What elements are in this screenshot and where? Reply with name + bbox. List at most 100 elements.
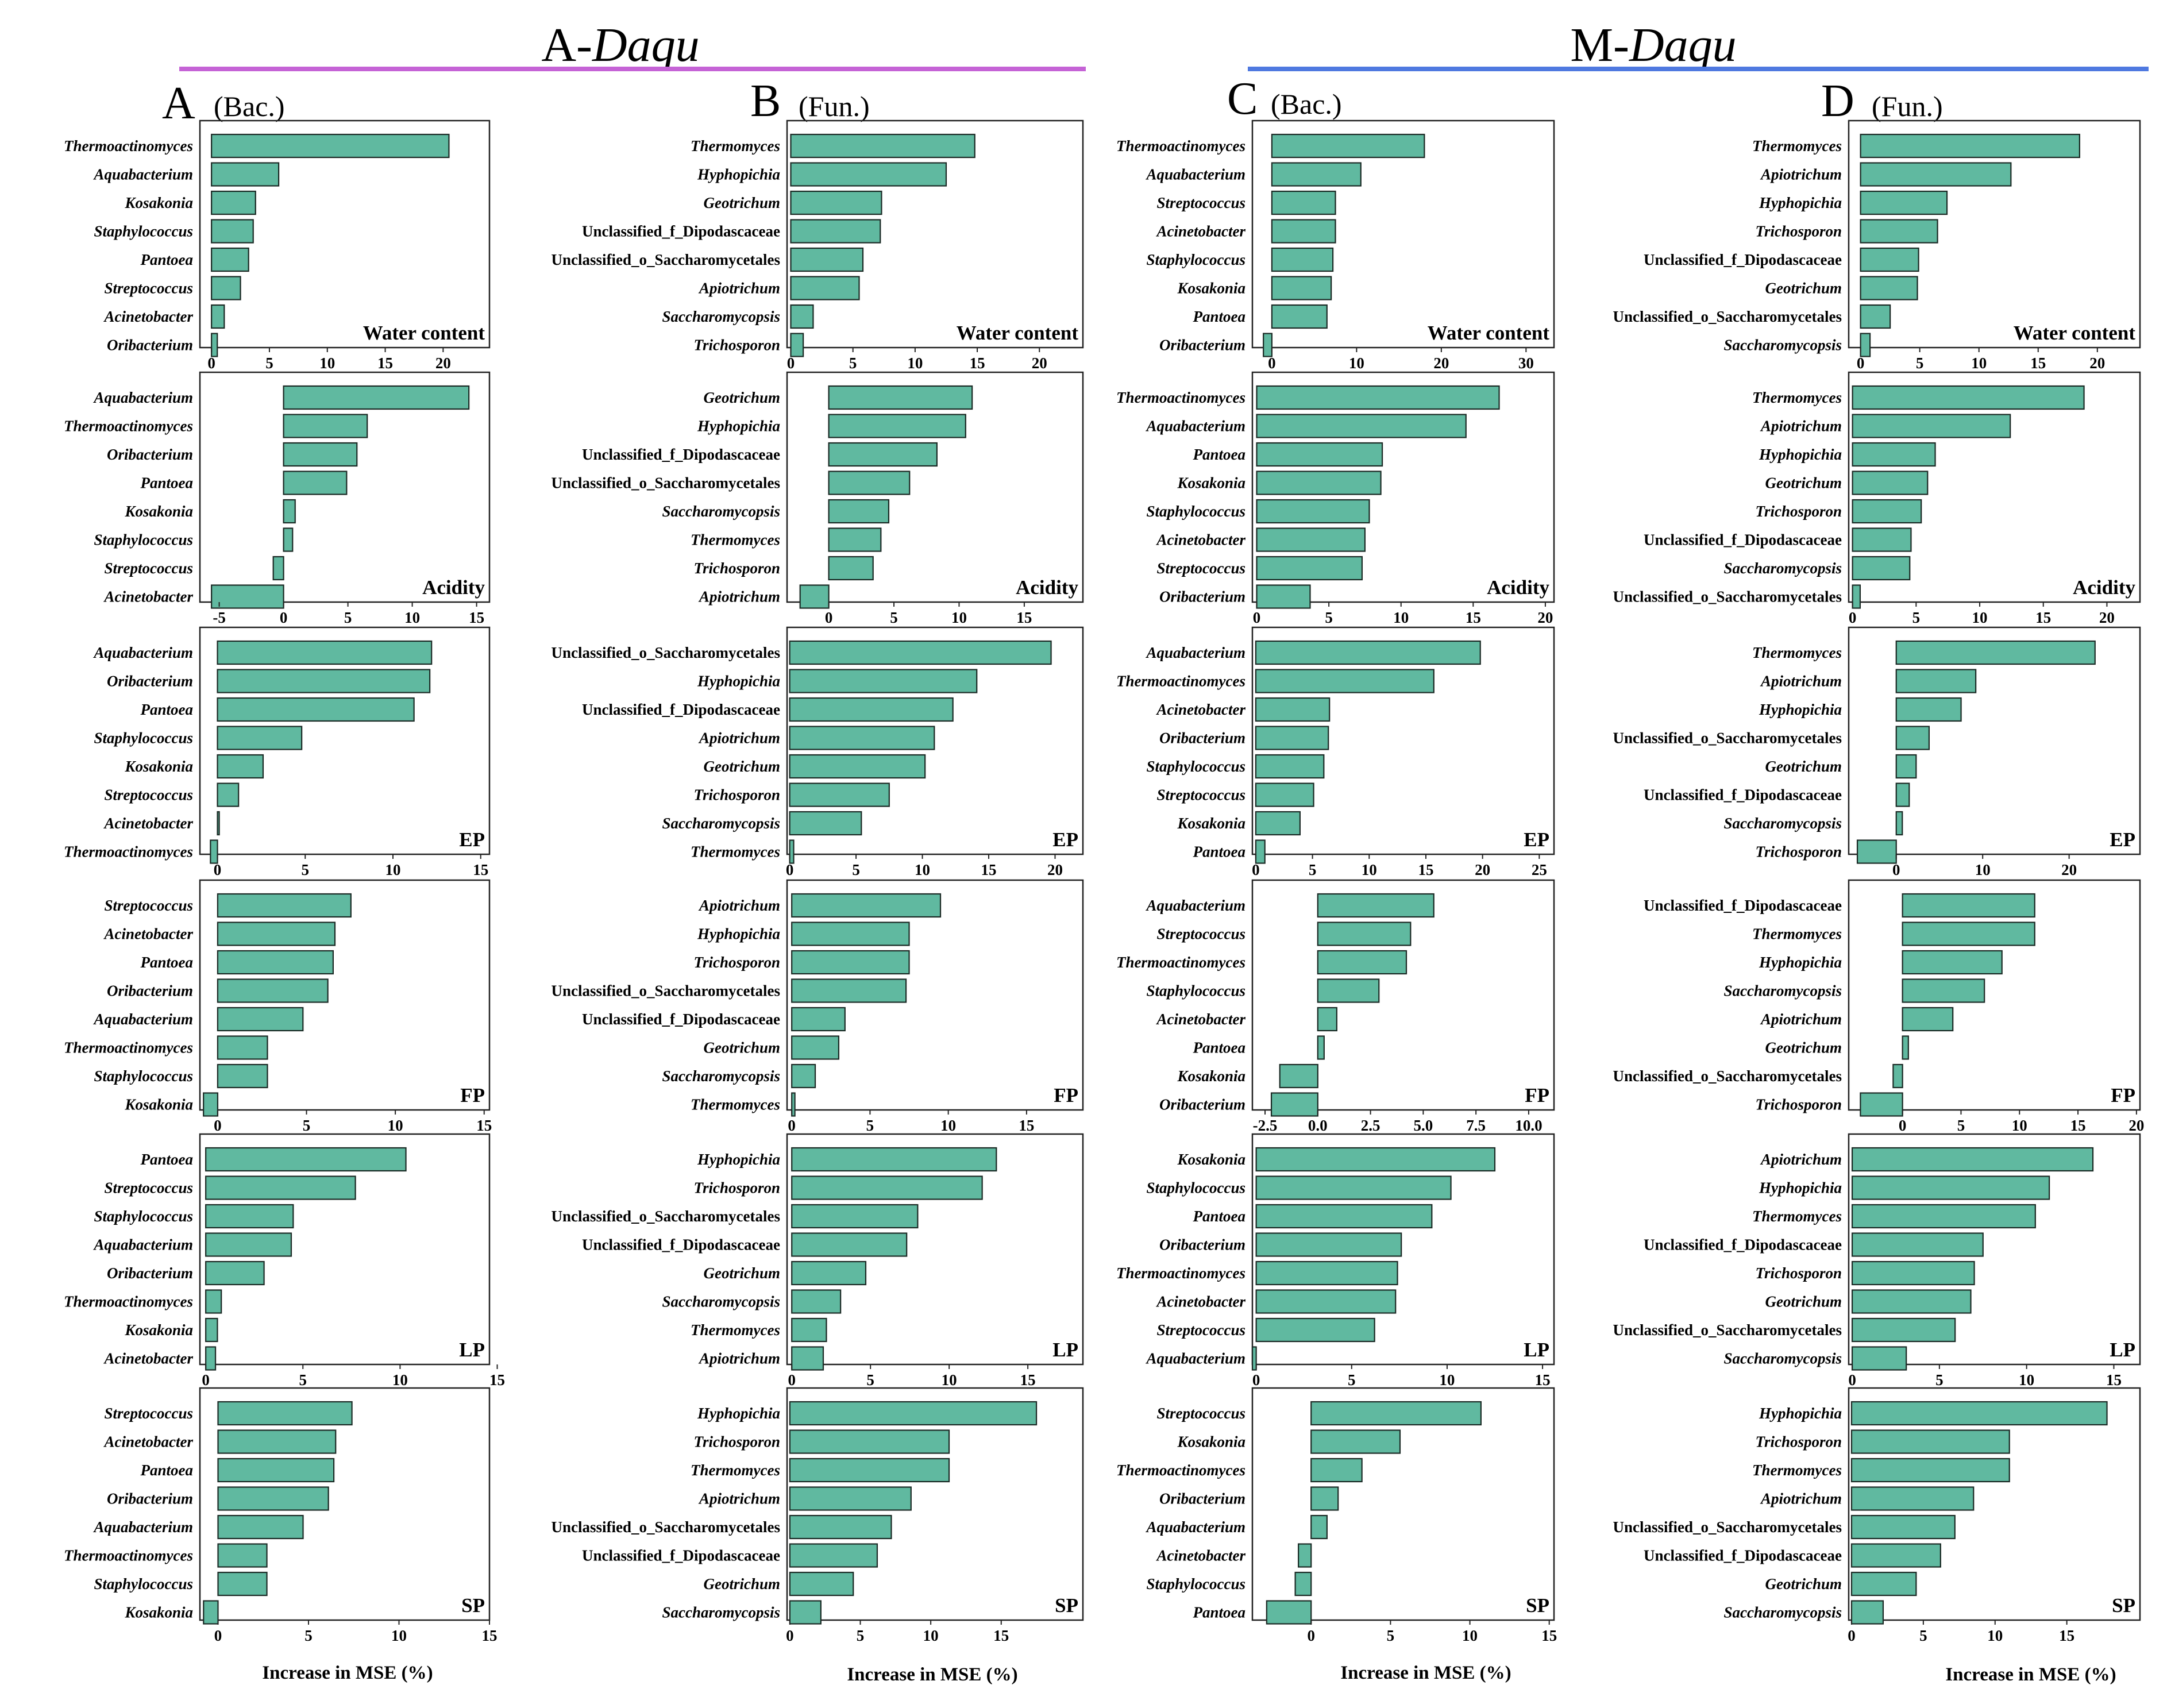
x-tick-label: 10 [951, 609, 967, 626]
x-tick-label: 20 [1433, 354, 1449, 372]
x-tick-label: 10 [1987, 1627, 2003, 1644]
bar-pantoea [1256, 442, 1383, 467]
bar-apiotrichum [1851, 1147, 2094, 1172]
category-label: Kosakonia [124, 503, 193, 520]
x-tick-label: 0.0 [1308, 1117, 1328, 1134]
x-tick-label: 0 [1848, 1627, 1856, 1644]
panel-label: Acidity [2073, 576, 2135, 599]
x-tick-label: 5 [1348, 1371, 1356, 1389]
category-label: Acinetobacter [103, 308, 194, 325]
panels: ThermoactinomycesAquabacteriumKosakoniaS… [64, 119, 2144, 1644]
x-tick-label: 5 [1325, 609, 1333, 626]
x-tick-label: 15 [1020, 1371, 1036, 1389]
x-tick-label: 15 [377, 354, 393, 372]
panel-label: Acidity [422, 576, 485, 599]
bar-unclassified-f-dipodascaceae [791, 1232, 908, 1257]
category-label: Unclassified_f_Dipodascaceae [582, 223, 780, 240]
bar-kosakonia [203, 1600, 219, 1625]
bar-hyphopichia [790, 162, 947, 187]
bar-hyphopichia [1895, 697, 1962, 722]
bar-trichosporon [1851, 1260, 1975, 1286]
bar-streptococcus [211, 276, 241, 300]
category-label: Hyphopichia [697, 1405, 780, 1422]
bar-geotrichum [789, 754, 926, 779]
category-label: Pantoea [140, 251, 194, 268]
category-label: Trichosporon [693, 1179, 780, 1197]
bar-staphylococcus [1255, 754, 1325, 779]
bar-thermoactinomyces [1317, 950, 1408, 975]
x-tick-label: 7.5 [1466, 1117, 1486, 1134]
category-label: Hyphopichia [1759, 954, 1842, 971]
category-label: Streptococcus [105, 1179, 194, 1197]
bar-thermoactinomyces [1256, 385, 1500, 410]
bar-pantoea [1317, 1035, 1325, 1060]
category-label: Streptococcus [105, 560, 194, 577]
category-label: Thermoactinomyces [1116, 389, 1245, 406]
bar-staphylococcus [211, 219, 254, 244]
bar-acinetobacter [1271, 219, 1336, 244]
x-tick-label: 5 [1912, 609, 1921, 626]
category-label: Apiotrichum [698, 730, 780, 747]
x-tick-label: 20 [2089, 354, 2105, 372]
category-label: Acinetobacter [103, 588, 194, 606]
x-tick-label: 0 [1252, 861, 1260, 878]
bar-pantoea [211, 247, 249, 272]
x-axis-label-a: Increase in MSE (%) [262, 1663, 433, 1683]
x-tick-label: 5 [890, 609, 898, 626]
category-label: Staphylococcus [94, 1575, 194, 1593]
bar-kosakonia [1256, 471, 1382, 495]
group-title-m: M-Daqu [1570, 18, 1736, 72]
bar-thermoactinomyces [1271, 133, 1425, 159]
panel-frame [1848, 879, 2141, 1111]
category-label: Oribacterium [107, 337, 193, 354]
category-label: Trichosporon [693, 786, 780, 804]
panel-d-fp: Unclassified_f_Dipodascaceae Thermomyces H… [1613, 879, 2144, 1134]
bar-aquabacterium [217, 1007, 304, 1032]
bar-saccharomycopsis [789, 811, 862, 836]
category-label: Oribacterium [107, 1490, 193, 1507]
bar-hyphopichia [1902, 950, 2003, 975]
category-label: Acinetobacter [1156, 701, 1246, 718]
x-axis-label-d: Increase in MSE (%) [1945, 1664, 2116, 1685]
category-label: Unclassified_f_Dipodascaceae [1644, 531, 1842, 549]
panel-a-sp: Streptococcus Acinetobacter Pantoea Oribact… [64, 1387, 498, 1644]
category-label: Pantoea [1193, 1208, 1246, 1225]
bar-acinetobacter [217, 811, 220, 836]
category-label: Thermoactinomyces [1116, 954, 1245, 971]
category-label: Acinetobacter [103, 1350, 194, 1367]
bar-acinetobacter [205, 1346, 217, 1371]
x-tick-label: 5 [303, 1117, 311, 1134]
category-label: Saccharomycopsis [662, 1604, 781, 1621]
panel-label: FP [460, 1084, 485, 1106]
bar-unclassified-o-saccharomycetales [789, 1514, 892, 1540]
panel-frame [786, 371, 1084, 603]
category-label: Apiotrichum [1760, 418, 1842, 435]
column-letter-b: B [750, 76, 781, 126]
category-label: Pantoea [1193, 843, 1246, 861]
category-label: Geotrichum [1765, 1293, 1842, 1310]
x-tick-label: 0 [787, 354, 795, 372]
category-label: Saccharomycopsis [1724, 815, 1842, 832]
bar-saccharomycopsis [828, 499, 890, 524]
bar-apiotrichum [790, 276, 860, 300]
category-label: Geotrichum [1765, 475, 1842, 492]
panel-label: EP [1052, 828, 1078, 851]
category-label: Trichosporon [1755, 1433, 1842, 1451]
x-tick-label: 0 [788, 1371, 796, 1389]
category-label: Unclassified_o_Saccharomycetales [552, 475, 780, 492]
x-tick-label: 10 [1439, 1371, 1455, 1389]
bar-hyphopichia [789, 1401, 1038, 1426]
panel-b-lp: Hyphopichia Trichosporon Unclassified_o_Sa… [552, 1133, 1084, 1389]
bar-streptococcus [1271, 190, 1336, 215]
category-label: Kosakonia [124, 1321, 193, 1339]
category-label: Hyphopichia [1759, 446, 1842, 463]
x-tick-label: 15 [2035, 609, 2051, 626]
bar-trichosporon [791, 1175, 983, 1200]
x-tick-label: 10.0 [1515, 1117, 1542, 1134]
category-label: Thermomyces [691, 1462, 780, 1479]
x-tick-label: 10 [1393, 609, 1409, 626]
bar-streptococcus [1255, 782, 1314, 807]
panel-a-acidity: Aquabacterium Thermoactinomyces Oribacteri… [64, 371, 491, 626]
x-tick-label: 0 [788, 1117, 796, 1134]
category-label: Saccharomycopsis [662, 1067, 781, 1085]
